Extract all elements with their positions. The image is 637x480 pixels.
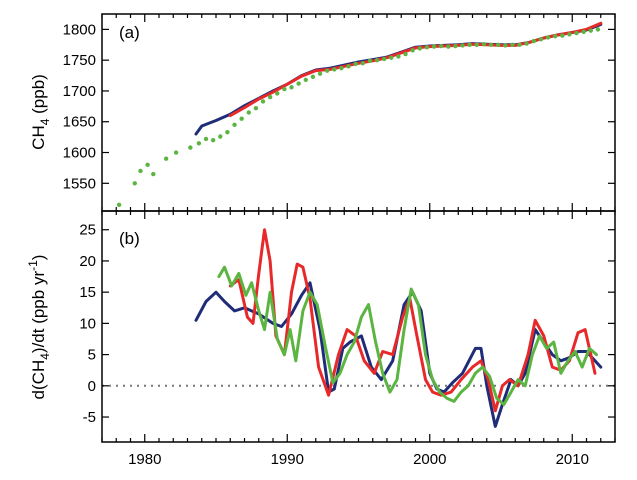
panel-a-y-tick-label: 1700 [63, 83, 96, 100]
panel-a-series-2-point [188, 145, 193, 150]
panel-a-series-2-point [474, 42, 479, 47]
panel-a-series-2-point [296, 81, 301, 86]
panel-a-series-2-point [389, 55, 394, 60]
panel-a-series-2-point [460, 43, 465, 48]
panel-a-series-2-point [145, 162, 150, 168]
panel-a-series-2-point [467, 42, 472, 47]
panel-b-series-2-line [217, 265, 598, 406]
panel-a-series-2-point [552, 33, 558, 39]
panel-a-series-2-point [346, 64, 351, 69]
panel-a-series-2-point [173, 150, 179, 155]
panel-b-x-tick-label: 1990 [271, 451, 304, 468]
panel-a-series-2-point [531, 38, 536, 44]
panel-a-series-2-point [374, 57, 380, 63]
panel-a-series-2-point [424, 45, 430, 50]
panel-a-label: (a) [119, 23, 140, 42]
panel-b-ch4-growth-rate: (b) -5 0 5 10 15 20 25 1980 1990 2000 2010 d(CH4)/… [26, 210, 616, 468]
panel-a-series-2-point [310, 74, 316, 79]
panel-a-series-2-point [545, 35, 551, 40]
panel-a-y-tick-label: 1600 [63, 145, 96, 162]
panel-a-ch4-concentration: (a) 1550 1600 1650 1700 1750 1800 CH4 (ppb) [29, 13, 616, 212]
panel-b-y-tick-label: 25 [79, 222, 96, 239]
panel-a-series-2-point [410, 48, 415, 53]
panel-a-frame [101, 13, 616, 212]
panel-a-series-2-point [246, 110, 251, 115]
panel-a-series-2-point [260, 99, 266, 104]
panel-a-series-2-point [232, 122, 237, 128]
panel-a-series-2-point [289, 85, 294, 90]
panel-a-series-2-point [163, 156, 169, 161]
panel-a-y-tick-label: 1550 [63, 175, 96, 192]
panel-a-series-2-point [567, 32, 572, 37]
panel-a-series-2-point [538, 37, 544, 42]
panel-a-series-2-point [367, 58, 373, 63]
panel-b-frame [101, 210, 616, 443]
panel-b-x-tick-label: 1980 [128, 451, 161, 468]
panel-a-series-2-point [588, 28, 593, 33]
panel-a-series-2-point [560, 33, 565, 38]
panel-a-y-axis-label: CH4 (ppb) [29, 74, 52, 150]
panel-a-series-2-point [510, 42, 515, 47]
panel-a-series-2-point [453, 43, 458, 49]
panel-a-series-2-point [446, 44, 451, 49]
panel-a-series-2-point [574, 30, 579, 36]
panel-b-y-tick-label: 0 [88, 378, 96, 395]
panel-a-series-2-point [438, 43, 444, 49]
panel-a-series-2-point [495, 42, 501, 47]
panel-a-series-2-point [481, 41, 487, 47]
panel-a-series-2-point [488, 42, 494, 47]
panel-a-y-tick-label: 1800 [63, 21, 96, 38]
panel-b-x-tick-label: 2010 [556, 451, 589, 468]
panel-b-y-tick-label: 20 [79, 253, 96, 270]
panel-a-series-2-point [138, 168, 143, 174]
panel-a-series-2-point [253, 105, 259, 111]
panel-a-series-2-point [332, 67, 337, 72]
panel-a-plot-area [116, 21, 603, 208]
panel-a-series-2-point [396, 54, 401, 59]
panel-a-series-2-point [203, 136, 209, 142]
panel-a-series-2-point [303, 77, 308, 83]
panel-a-series-2-point [581, 29, 586, 35]
panel-a-series-2-point [339, 65, 344, 71]
panel-a-series-2-point [132, 181, 137, 186]
panel-a-series-2-point [282, 86, 287, 92]
panel-a-series-2-point [275, 91, 280, 96]
panel-a-series-2-point [381, 56, 387, 62]
panel-a-series-2-point [353, 61, 358, 67]
panel-a-series-2-point [210, 138, 216, 143]
panel-a-series-2-point [116, 202, 122, 208]
panel-b-plot-area [102, 228, 615, 428]
panel-a-series-2-point [324, 68, 330, 73]
panel-a-series-2-point [595, 27, 601, 32]
panel-b-x-tick-label: 2000 [413, 451, 446, 468]
panel-a-series-2-point [360, 61, 365, 66]
panel-a-series-2-point [503, 43, 508, 48]
panel-a-series-2-point [151, 171, 156, 177]
panel-a-series-2-point [417, 46, 422, 51]
panel-a-series-2-point [239, 116, 244, 121]
panel-a-series-1-line [228, 21, 603, 118]
panel-b-y-tick-label: 15 [79, 284, 96, 301]
panel-a-series-2-point [317, 71, 323, 76]
panel-b-label: (b) [119, 229, 140, 248]
panel-a-series-2-point [196, 141, 202, 146]
panel-a-series-2-point [267, 94, 273, 100]
panel-a-series-2-point [403, 51, 408, 57]
panel-a-series-2-point [431, 44, 437, 49]
panel-b-y-tick-label: 10 [79, 315, 96, 332]
panel-a-series-2-point [524, 41, 529, 46]
panel-b-y-tick-label: 5 [88, 347, 96, 364]
panel-a-series-2-point [225, 130, 230, 135]
panel-a-y-tick-label: 1750 [63, 52, 96, 69]
panel-b-y-axis-label: d(CH4)/dt (ppb yr-1) [26, 255, 52, 400]
panel-a-series-2-point [218, 134, 223, 139]
panel-a-axes: 1550 1600 1650 1700 1750 1800 [63, 14, 616, 211]
panel-b-axes: -5 0 5 10 15 20 25 1980 1990 2000 2010 [79, 211, 616, 468]
panel-a-series-2-point [517, 42, 522, 47]
panel-b-y-tick-label: -5 [83, 409, 96, 426]
panel-a-y-tick-label: 1650 [63, 114, 96, 131]
